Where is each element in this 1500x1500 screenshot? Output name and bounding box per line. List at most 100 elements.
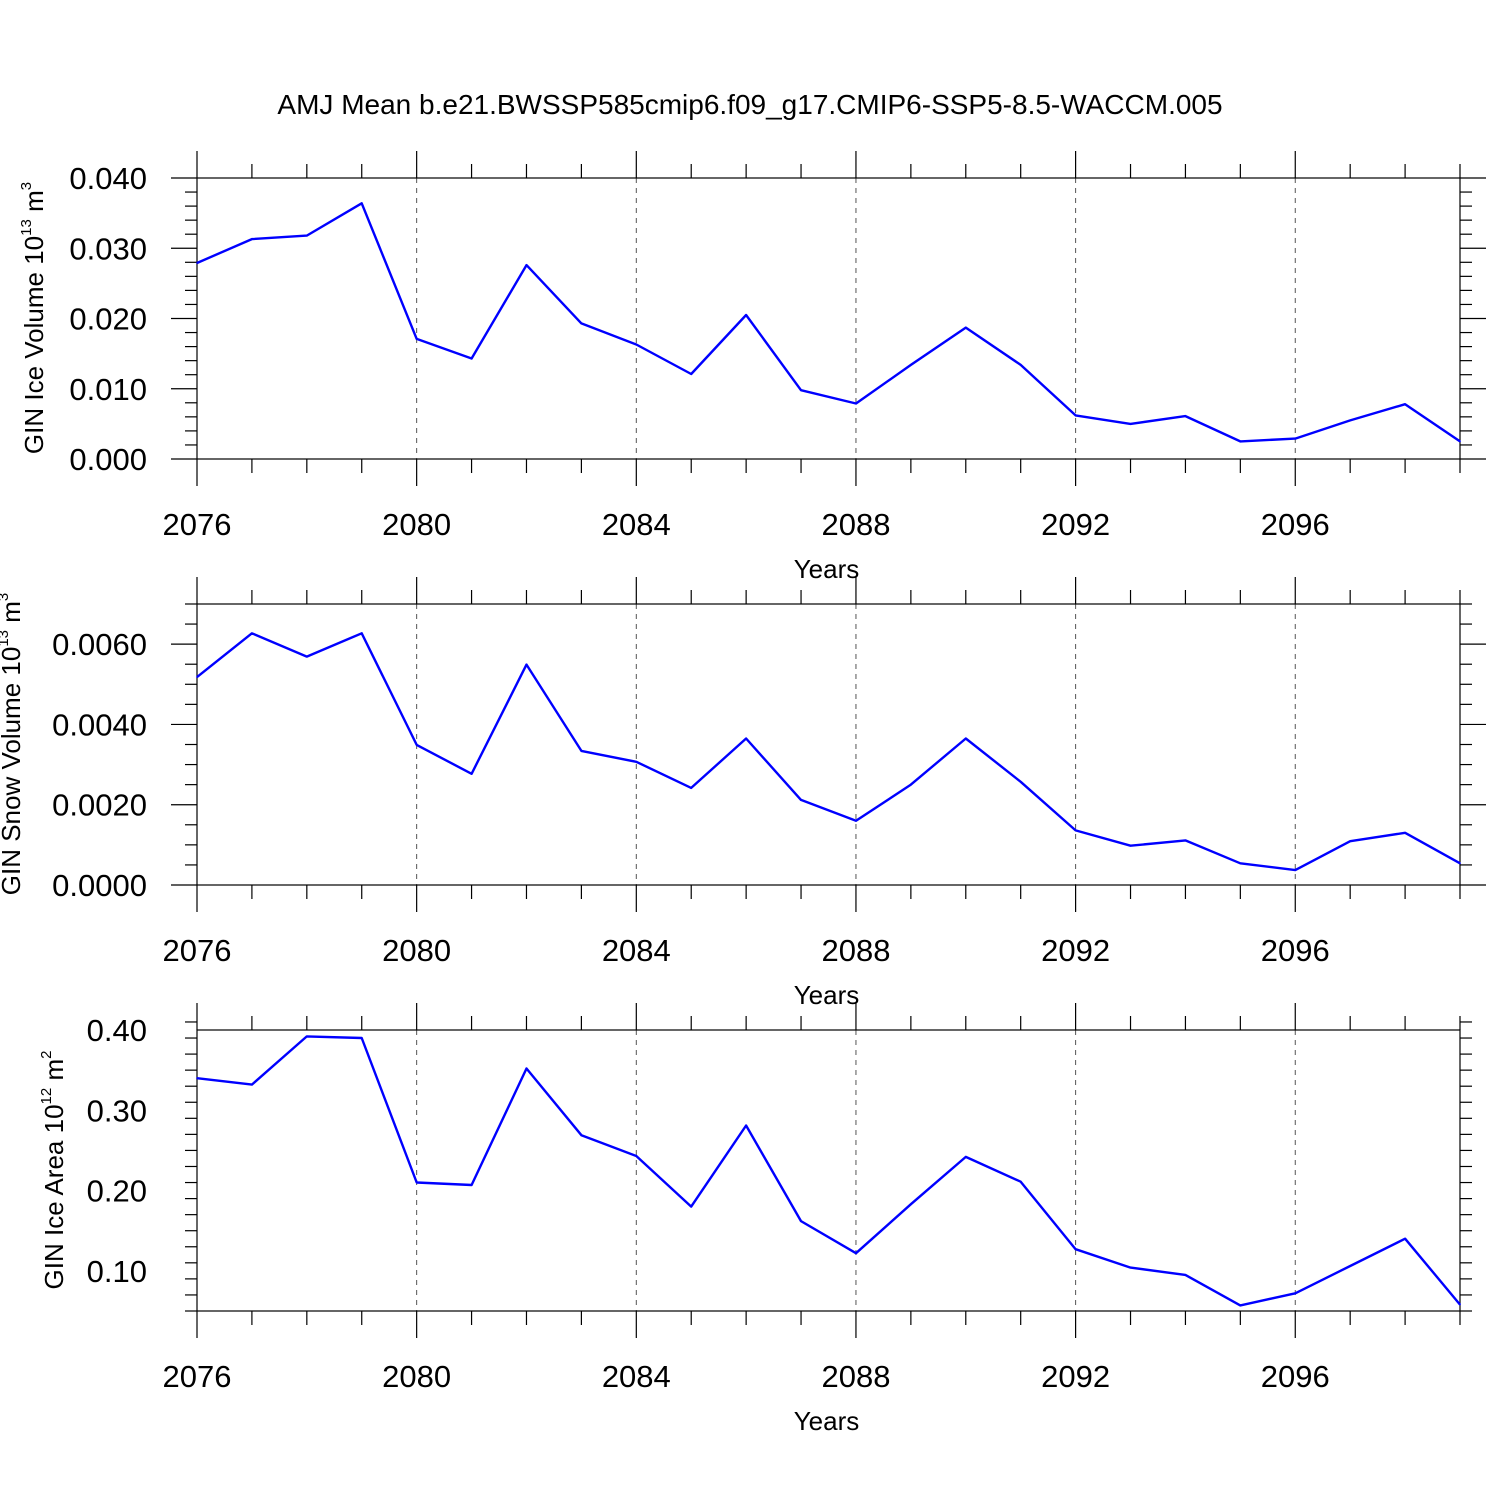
- data-point: [690, 1205, 693, 1208]
- data-point: [1459, 440, 1461, 443]
- y-tick-label: 0.040: [69, 161, 147, 196]
- data-point: [745, 314, 747, 316]
- y-tick-label: 0.020: [69, 302, 147, 337]
- plot-frame: [196, 1029, 1461, 1312]
- data-point: [910, 1203, 912, 1206]
- data-point: [1294, 1292, 1297, 1295]
- data-point: [415, 338, 418, 340]
- data-point: [196, 1077, 198, 1079]
- y-axis-label-text: GIN Ice Volume 10: [19, 236, 49, 454]
- data-point: [1239, 862, 1242, 865]
- x-axis-label: Years: [794, 554, 860, 584]
- data-point: [470, 1184, 473, 1186]
- x-tick-label: 2076: [163, 507, 232, 542]
- data-point: [1129, 1266, 1132, 1269]
- data-point: [1184, 839, 1187, 842]
- data-point: [251, 1083, 253, 1086]
- panel-2: 2076 2080 2084 2088 2092 2096 0.0000 0.0020 0.00…: [0, 577, 1486, 1010]
- data-point: [1074, 414, 1077, 417]
- y-axis-label-exp: 12: [38, 1088, 55, 1105]
- data-point: [800, 1220, 802, 1222]
- data-point: [1184, 1274, 1187, 1276]
- y-tick-label: 0.000: [69, 442, 147, 477]
- data-point: [580, 750, 583, 752]
- y-tick-label: 0.010: [69, 372, 147, 407]
- y-axis-label-unit: m: [0, 601, 26, 630]
- x-tick-label: 2092: [1041, 507, 1110, 542]
- data-point: [415, 744, 418, 746]
- data-point: [690, 787, 693, 789]
- x-axis-label: Years: [794, 1406, 860, 1436]
- panel-3: 2076 2080 2084 2088 2092 2096 0.10 0.20 0.30 0.40…: [38, 1003, 1472, 1436]
- data-point: [1459, 862, 1461, 865]
- panel-1: 2076 2080 2084 2088 2092 2096 0.000 0.010 0.020 0…: [18, 151, 1486, 584]
- data-point: [1239, 1304, 1242, 1307]
- data-point: [1349, 840, 1351, 843]
- data-point: [196, 676, 198, 678]
- x-tick-label: 2096: [1261, 933, 1330, 968]
- data-point: [635, 760, 638, 763]
- data-point: [1294, 437, 1297, 440]
- x-tick-label: 2088: [821, 507, 890, 542]
- data-point: [1404, 832, 1406, 834]
- x-tick-label: 2080: [382, 507, 451, 542]
- x-tick-label: 2080: [382, 933, 451, 968]
- data-point: [964, 737, 967, 740]
- series-line: [196, 1035, 1461, 1307]
- data-point: [306, 234, 308, 237]
- y-tick-label: 0.0060: [52, 627, 147, 662]
- data-point: [635, 343, 638, 346]
- data-point: [470, 357, 473, 360]
- series-line: [196, 632, 1461, 872]
- series-line: [196, 202, 1461, 443]
- x-tick-label: 2084: [602, 933, 671, 968]
- data-point: [306, 655, 308, 658]
- y-axis-label-text: GIN Ice Area 10: [39, 1104, 69, 1289]
- y-tick-label: 0.40: [87, 1013, 147, 1048]
- data-point: [251, 632, 253, 635]
- data-point: [635, 1155, 638, 1157]
- data-point: [1019, 364, 1022, 366]
- y-axis-label-unit: m: [39, 1059, 69, 1088]
- x-tick-label: 2092: [1041, 1359, 1110, 1394]
- data-point: [1459, 1303, 1461, 1306]
- data-point: [1349, 1265, 1351, 1267]
- data-point: [360, 202, 363, 205]
- x-tick-label: 2076: [163, 933, 232, 968]
- x-tick-label: 2088: [821, 1359, 890, 1394]
- data-point: [360, 1037, 363, 1039]
- x-tick-label: 2084: [602, 1359, 671, 1394]
- y-tick-label: 0.0040: [52, 707, 147, 742]
- data-point: [800, 799, 802, 801]
- y-axis-label: GIN Ice Volume 1013 m3: [18, 182, 49, 454]
- data-point: [910, 364, 912, 366]
- y-tick-label: 0.30: [87, 1093, 147, 1128]
- data-point: [1349, 419, 1351, 422]
- data-point: [525, 264, 528, 266]
- data-point: [855, 402, 857, 405]
- data-point: [580, 1134, 583, 1136]
- data-point: [306, 1035, 308, 1038]
- plot-frame: [196, 603, 1461, 886]
- plot-frame: [196, 177, 1461, 460]
- data-point: [690, 373, 693, 375]
- y-axis-label-unit: m: [19, 190, 49, 219]
- data-point: [855, 819, 857, 822]
- y-tick-label: 0.20: [87, 1174, 147, 1209]
- data-point: [251, 238, 253, 240]
- data-point: [855, 1252, 857, 1254]
- data-point: [1019, 781, 1022, 783]
- data-point: [196, 262, 198, 264]
- x-tick-label: 2088: [821, 933, 890, 968]
- data-point: [1019, 1180, 1022, 1183]
- data-point: [470, 773, 473, 775]
- data-point: [360, 632, 363, 635]
- data-point: [1129, 423, 1132, 425]
- y-axis-label-exp: 13: [0, 630, 12, 647]
- data-point: [1074, 1248, 1077, 1250]
- data-point: [415, 1181, 418, 1184]
- data-point: [1184, 415, 1187, 417]
- x-tick-label: 2096: [1261, 1359, 1330, 1394]
- data-point: [1129, 844, 1132, 847]
- data-point: [1294, 869, 1297, 871]
